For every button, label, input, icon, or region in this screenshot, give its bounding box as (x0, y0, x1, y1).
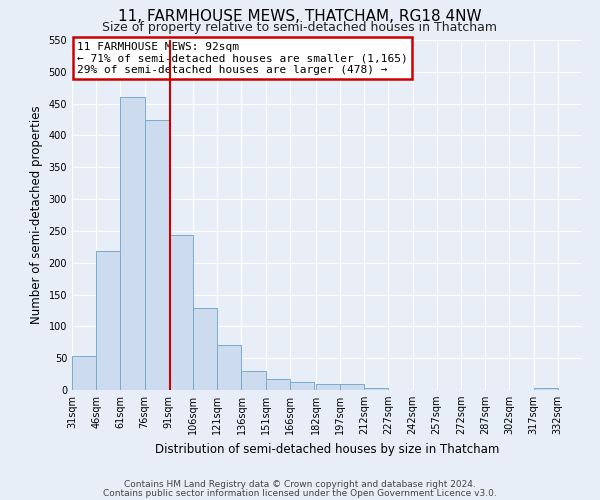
Bar (266, 379, 290, 390)
Y-axis label: Number of semi-detached properties: Number of semi-detached properties (30, 106, 43, 324)
Bar (121, 98, 145, 390)
Bar (145, 120, 169, 390)
Text: 11 FARMHOUSE MEWS: 92sqm
← 71% of semi-detached houses are smaller (1,165)
29% o: 11 FARMHOUSE MEWS: 92sqm ← 71% of semi-d… (77, 42, 408, 75)
Bar (290, 382, 314, 390)
Text: Size of property relative to semi-detached houses in Thatcham: Size of property relative to semi-detach… (103, 21, 497, 34)
Bar (533, 388, 558, 390)
Bar (96, 252, 121, 390)
Bar (169, 236, 193, 390)
X-axis label: Distribution of semi-detached houses by size in Thatcham: Distribution of semi-detached houses by … (155, 442, 499, 456)
Bar (72, 356, 96, 390)
Text: Contains HM Land Registry data © Crown copyright and database right 2024.: Contains HM Land Registry data © Crown c… (124, 480, 476, 489)
Text: 11, FARMHOUSE MEWS, THATCHAM, RG18 4NW: 11, FARMHOUSE MEWS, THATCHAM, RG18 4NW (118, 9, 482, 24)
Bar (193, 308, 217, 390)
Bar (241, 371, 266, 390)
Bar (364, 388, 388, 390)
Bar (217, 346, 241, 390)
Text: Contains public sector information licensed under the Open Government Licence v3: Contains public sector information licen… (103, 488, 497, 498)
Bar (316, 384, 340, 390)
Bar (340, 384, 364, 390)
